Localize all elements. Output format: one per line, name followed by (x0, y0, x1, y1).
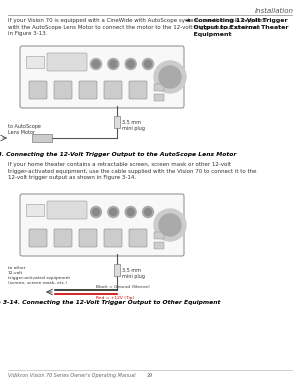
FancyBboxPatch shape (20, 46, 184, 108)
Bar (154, 242, 164, 249)
Circle shape (92, 61, 100, 68)
Text: If your Vision 70 is equipped with a CineWide with AutoScope system, use the cab: If your Vision 70 is equipped with a Cin… (8, 18, 265, 36)
Circle shape (108, 59, 119, 69)
Circle shape (159, 66, 181, 88)
Circle shape (92, 208, 100, 215)
Circle shape (159, 214, 181, 236)
Circle shape (142, 206, 154, 218)
Text: If your home theater contains a retractable screen, screen mask or other 12-volt: If your home theater contains a retracta… (8, 162, 256, 180)
FancyBboxPatch shape (104, 229, 122, 247)
FancyBboxPatch shape (79, 81, 97, 99)
Text: Black = Ground (Sleeve): Black = Ground (Sleeve) (96, 285, 150, 289)
Text: Red = +12V (Tip): Red = +12V (Tip) (96, 296, 134, 300)
Text: 29: 29 (147, 373, 153, 378)
Circle shape (91, 59, 101, 69)
Circle shape (125, 206, 136, 218)
Text: Figure 3-14. Connecting the 12-Volt Trigger Output to Other Equipment: Figure 3-14. Connecting the 12-Volt Trig… (0, 300, 221, 305)
Text: 3.5 mm
mini plug: 3.5 mm mini plug (122, 120, 145, 131)
Text: Vidikron Vision 70 Series Owner's Operating Manual: Vidikron Vision 70 Series Owner's Operat… (8, 373, 136, 378)
Circle shape (142, 59, 154, 69)
Circle shape (127, 61, 134, 68)
Circle shape (145, 208, 152, 215)
Text: to AutoScope
Lens Motor: to AutoScope Lens Motor (8, 124, 41, 135)
FancyBboxPatch shape (129, 81, 147, 99)
Bar (154, 84, 164, 91)
Bar (154, 94, 164, 101)
Text: to other
12-volt
trigger-activated equipment
(screen, screen mask, etc.): to other 12-volt trigger-activated equip… (8, 266, 70, 285)
FancyBboxPatch shape (29, 81, 47, 99)
Bar (114, 116, 120, 128)
FancyBboxPatch shape (47, 201, 87, 219)
FancyBboxPatch shape (104, 81, 122, 99)
Text: ◄  Connecting 12-Volt Trigger
    Output to External Theater
    Equipment: ◄ Connecting 12-Volt Trigger Output to E… (185, 18, 289, 37)
Text: 3.5 mm
mini plug: 3.5 mm mini plug (122, 268, 145, 279)
FancyBboxPatch shape (79, 229, 97, 247)
FancyBboxPatch shape (54, 229, 72, 247)
Bar (114, 264, 120, 276)
Circle shape (154, 209, 186, 241)
Circle shape (91, 206, 101, 218)
Text: Figure 3-13. Connecting the 12-Volt Trigger Output to the AutoScope Lens Motor: Figure 3-13. Connecting the 12-Volt Trig… (0, 152, 237, 157)
Bar (154, 232, 164, 239)
Bar (26, 56, 44, 68)
FancyBboxPatch shape (54, 81, 72, 99)
Bar (26, 204, 44, 216)
Circle shape (154, 61, 186, 93)
FancyBboxPatch shape (29, 229, 47, 247)
FancyBboxPatch shape (129, 229, 147, 247)
Circle shape (110, 208, 117, 215)
Bar (32, 134, 52, 142)
Circle shape (125, 59, 136, 69)
Circle shape (108, 206, 119, 218)
Circle shape (127, 208, 134, 215)
FancyBboxPatch shape (47, 53, 87, 71)
Circle shape (110, 61, 117, 68)
Circle shape (145, 61, 152, 68)
FancyBboxPatch shape (20, 194, 184, 256)
Text: Installation: Installation (255, 8, 294, 14)
